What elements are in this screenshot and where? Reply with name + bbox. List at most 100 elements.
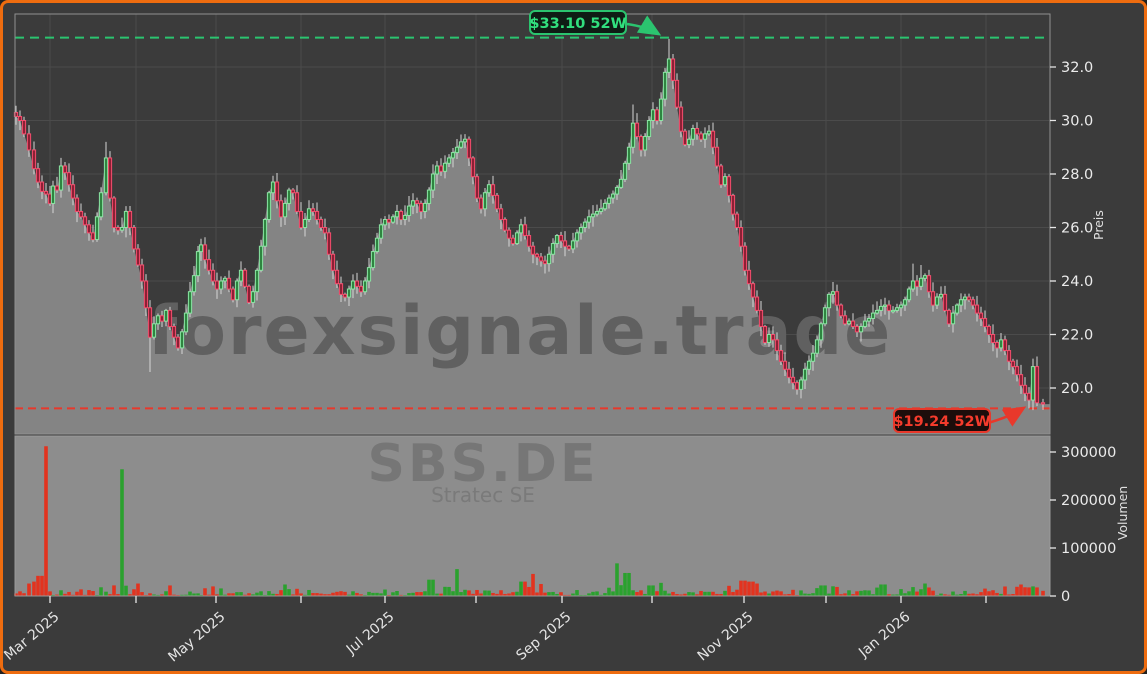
- candle-body: [1006, 350, 1012, 362]
- candle-body: [1026, 392, 1032, 401]
- candle-body: [226, 277, 232, 290]
- volume-bar: [827, 593, 831, 596]
- volume-bar: [931, 590, 935, 596]
- candle-body: [550, 243, 556, 255]
- volume-bar: [627, 572, 631, 596]
- volume-bar: [491, 592, 495, 596]
- volume-bar: [164, 591, 168, 596]
- volume-bar: [991, 590, 995, 596]
- candle-body: [622, 162, 628, 180]
- candle-body: [139, 264, 145, 282]
- candle-body: [1022, 384, 1028, 394]
- volume-bar: [547, 592, 551, 596]
- volume-bar: [959, 593, 963, 596]
- candle-body: [382, 218, 388, 226]
- volume-bar: [267, 591, 271, 596]
- candle-body: [938, 293, 944, 298]
- volume-bar: [895, 594, 899, 596]
- volume-bar: [679, 594, 683, 596]
- volume-bar: [743, 580, 747, 596]
- candle-body: [682, 130, 688, 146]
- volume-bar: [71, 594, 75, 596]
- volume-bar: [563, 594, 567, 596]
- volume-bar: [136, 583, 140, 596]
- candle-body: [306, 208, 312, 220]
- volume-bar: [347, 594, 351, 596]
- volume-bar: [459, 592, 463, 596]
- volume-bar: [859, 590, 863, 596]
- volume-bar: [152, 594, 156, 596]
- candle-body: [354, 280, 360, 287]
- x-tick-label: Nov 2025: [695, 609, 757, 665]
- volume-bar: [527, 586, 531, 596]
- candle-body: [774, 339, 780, 352]
- volume-bar: [911, 587, 915, 596]
- candle-body: [826, 293, 832, 309]
- volume-bar: [739, 580, 743, 596]
- candle-body: [874, 309, 880, 314]
- x-tick-label: May 2025: [165, 609, 228, 666]
- volume-bar: [188, 591, 192, 596]
- volume-bar: [1011, 594, 1015, 596]
- chart-underlay: [15, 14, 1050, 596]
- volume-bar: [235, 592, 239, 596]
- candle-body: [934, 296, 940, 306]
- volume-bar: [303, 594, 307, 596]
- volume-bar: [335, 591, 339, 596]
- candle-body: [103, 157, 109, 194]
- candle-body: [634, 122, 640, 138]
- candle-body: [206, 259, 212, 271]
- volume-bar: [823, 585, 827, 596]
- candle-body: [446, 157, 452, 164]
- candle-body: [606, 197, 612, 204]
- volume-bar: [979, 592, 983, 596]
- volume-bar: [619, 585, 623, 596]
- candle-body: [814, 339, 820, 354]
- volume-bar: [128, 594, 132, 596]
- low-arrow: [987, 406, 1027, 427]
- volume-bar: [32, 581, 36, 596]
- volume-bar: [555, 593, 559, 596]
- candle-body: [198, 244, 204, 253]
- candle-body: [362, 280, 368, 293]
- candle-body: [766, 334, 772, 344]
- candle-body: [155, 315, 161, 325]
- volume-bar: [427, 579, 431, 596]
- volume-bar: [703, 591, 707, 596]
- volume-bar: [148, 593, 152, 596]
- volume-bar: [923, 583, 927, 596]
- candle-body: [602, 202, 608, 210]
- low-label-text: $19.24 52W: [893, 414, 990, 430]
- candle-body: [646, 120, 652, 138]
- candle-body: [762, 325, 768, 344]
- volume-bar: [219, 588, 223, 596]
- volume-bar: [391, 592, 395, 596]
- volume-bar: [124, 585, 128, 596]
- candle-body: [159, 315, 165, 322]
- volume-bar: [783, 594, 787, 596]
- candle-body: [714, 146, 720, 167]
- volume-bar: [339, 591, 343, 596]
- candle-body: [466, 138, 472, 159]
- candle-body: [906, 288, 912, 301]
- candle-body: [994, 342, 1000, 349]
- volume-bar: [475, 589, 479, 596]
- candle-body: [518, 224, 524, 234]
- volume-bar: [247, 593, 251, 596]
- candle-body: [430, 173, 436, 191]
- candle-body: [958, 299, 964, 306]
- candle-body: [131, 227, 137, 250]
- low-label-box: [893, 408, 991, 433]
- volume-bar: [591, 591, 595, 596]
- candle-body: [370, 251, 376, 269]
- candle-body: [890, 309, 896, 313]
- candle-body: [151, 323, 157, 338]
- volume-bar: [639, 590, 643, 596]
- candle-body: [350, 280, 356, 290]
- candle-body: [171, 325, 177, 338]
- volume-bar: [775, 590, 779, 596]
- candle-body: [310, 208, 316, 212]
- volume-bar: [571, 593, 575, 596]
- volume-bar: [1007, 594, 1011, 596]
- volume-bar: [435, 593, 439, 596]
